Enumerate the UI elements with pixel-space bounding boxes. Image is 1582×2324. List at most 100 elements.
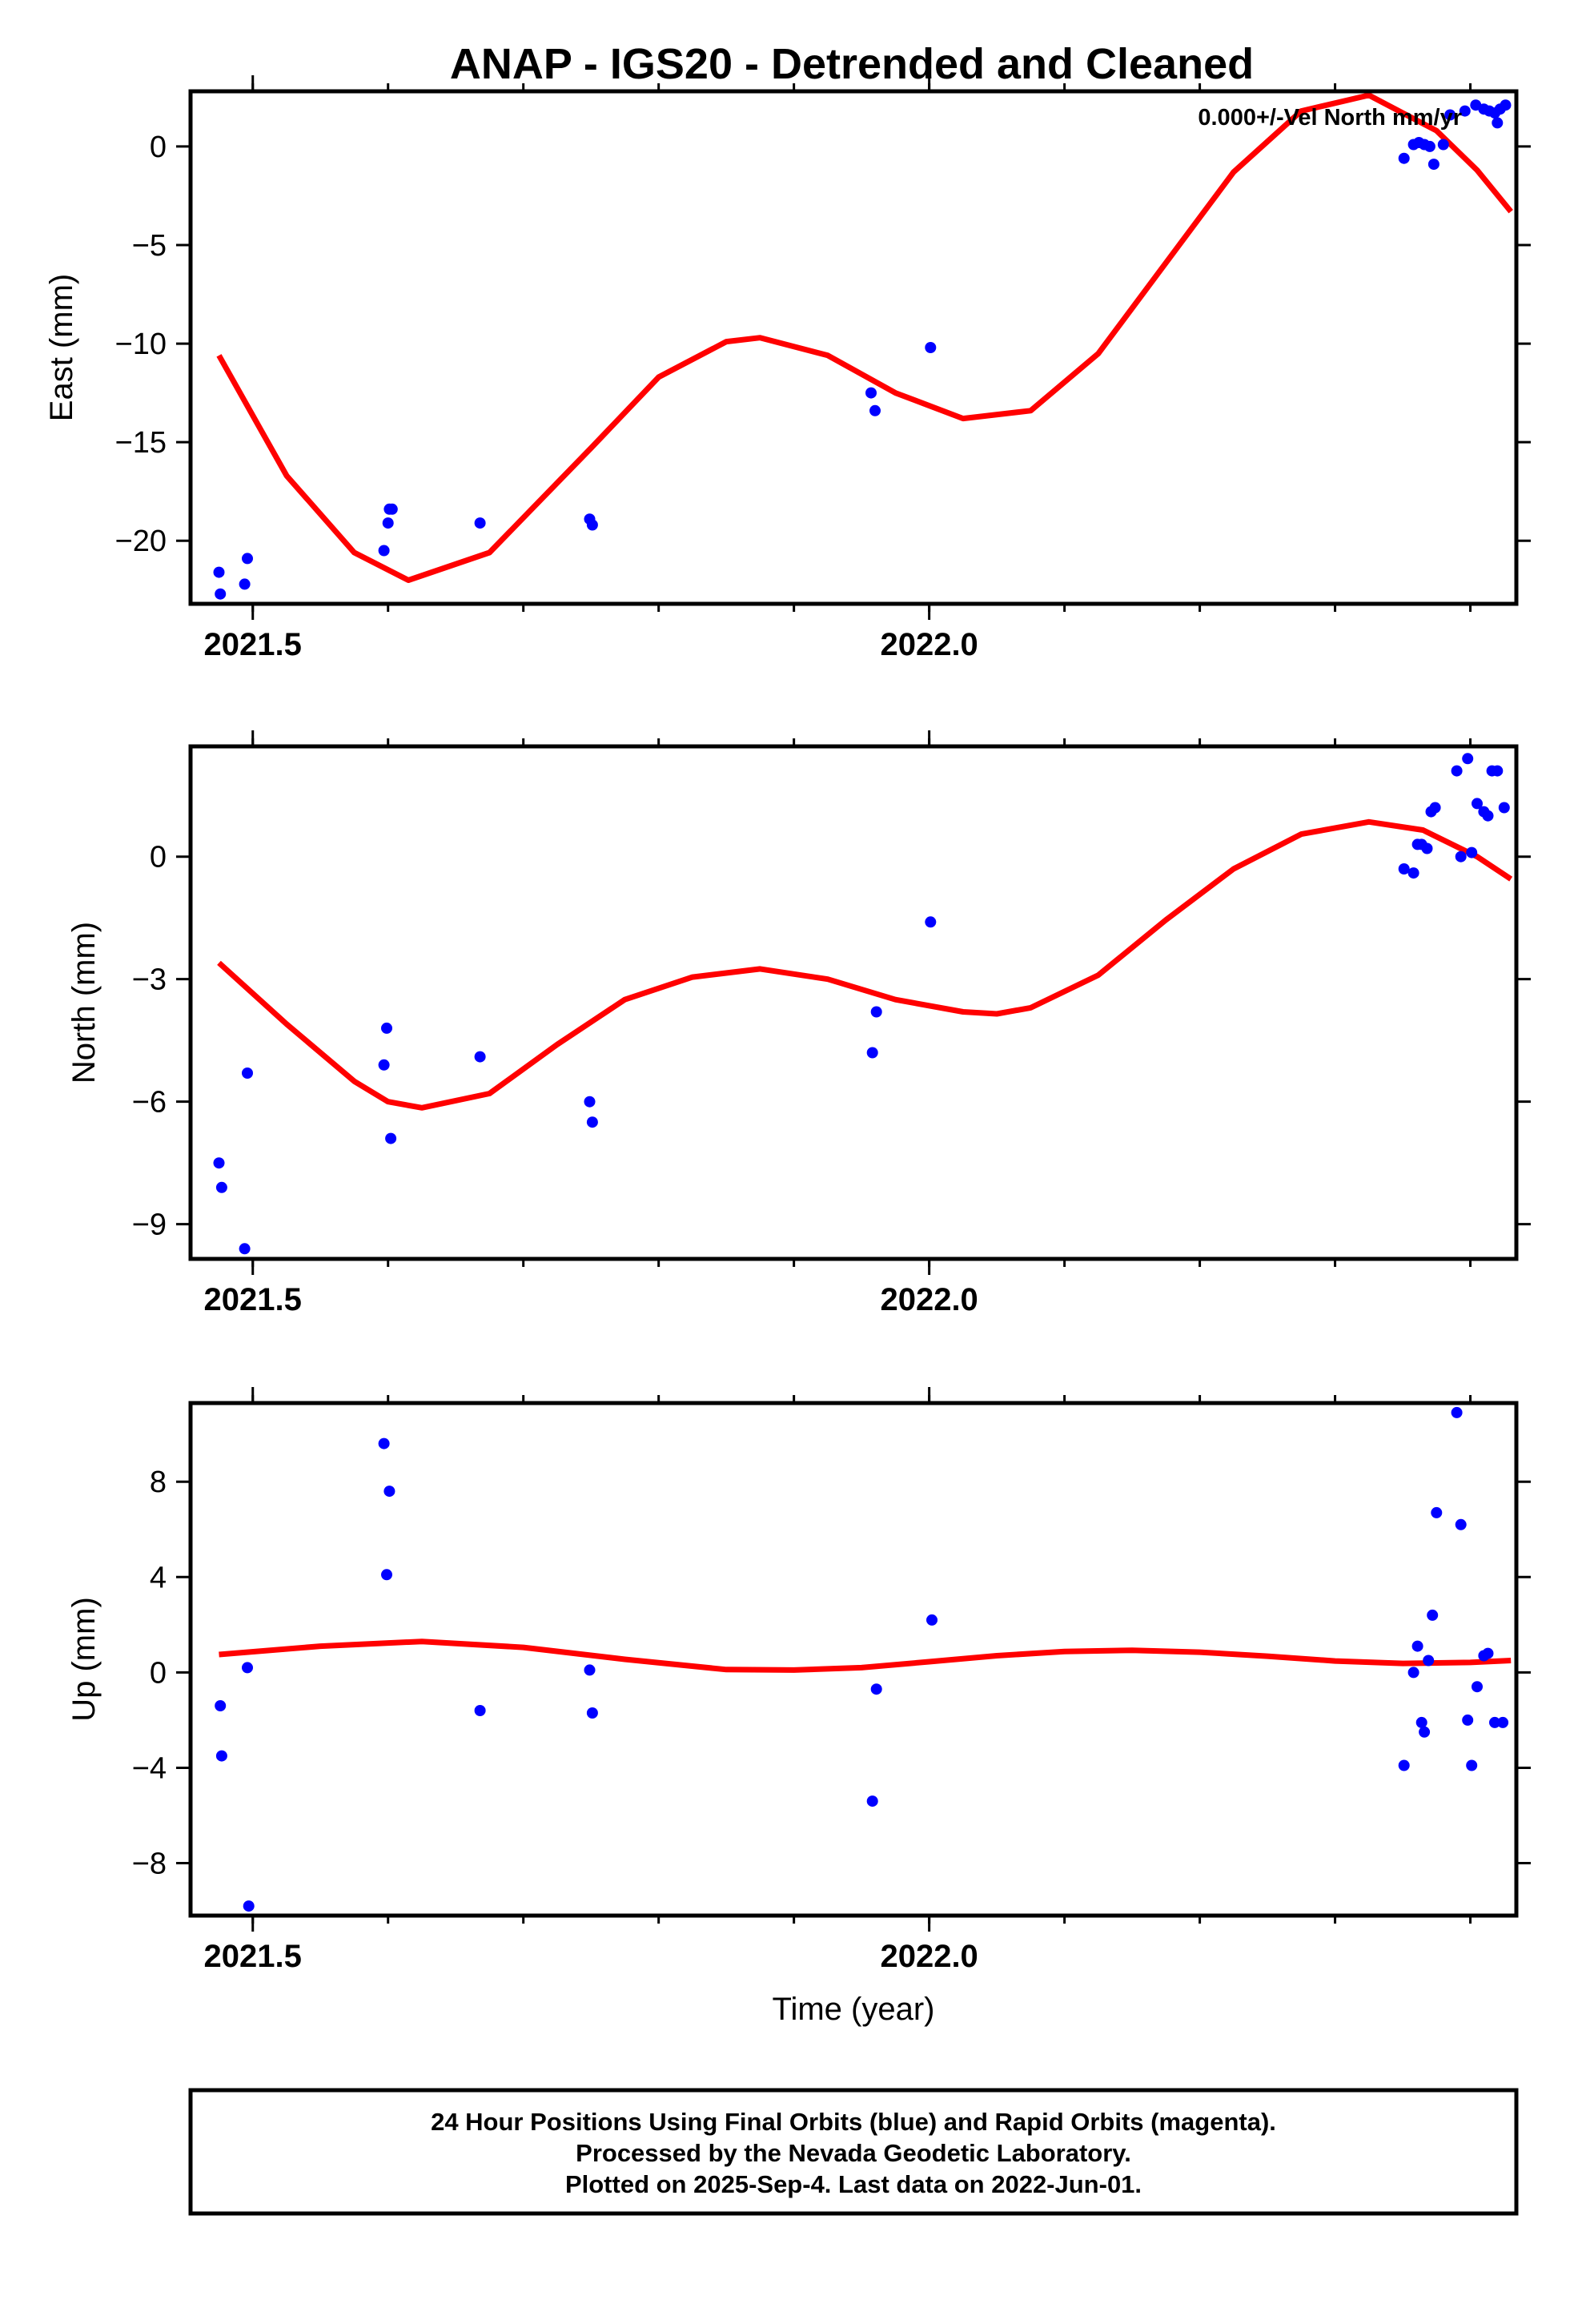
y-tick-label: −6 bbox=[132, 1086, 167, 1120]
data-point bbox=[1466, 1759, 1478, 1771]
data-point bbox=[474, 1705, 486, 1716]
data-point bbox=[1472, 1681, 1483, 1693]
data-point bbox=[1398, 863, 1410, 875]
data-point bbox=[378, 1437, 390, 1449]
data-point bbox=[869, 404, 881, 416]
y-tick-label: −10 bbox=[115, 328, 167, 361]
data-point bbox=[1462, 753, 1474, 765]
data-point bbox=[215, 1181, 227, 1193]
data-point bbox=[215, 588, 227, 600]
y-axis-label: Up (mm) bbox=[66, 1597, 102, 1722]
plot-area bbox=[215, 1406, 1512, 1912]
x-tick-label: 2021.5 bbox=[204, 1282, 302, 1317]
x-tick-label: 2022.0 bbox=[880, 1282, 978, 1317]
data-point bbox=[242, 1662, 253, 1674]
panel-1: 2021.5 2022.0 −20 −15 −10 −5 0 East (mm) 0.000+/… bbox=[44, 75, 1531, 662]
data-point bbox=[1431, 1506, 1443, 1518]
data-point bbox=[215, 1700, 227, 1711]
data-point bbox=[1500, 99, 1512, 111]
data-point bbox=[866, 1047, 878, 1059]
data-point bbox=[926, 1614, 938, 1626]
plot-area bbox=[213, 753, 1513, 1255]
data-point bbox=[1482, 810, 1494, 822]
data-point bbox=[215, 1750, 227, 1762]
x-tick-label: 2021.5 bbox=[204, 627, 302, 662]
footer-line-1: 24 Hour Positions Using Final Orbits (bl… bbox=[431, 2108, 1276, 2136]
y-tick-label: 0 bbox=[150, 131, 167, 164]
data-point bbox=[1419, 1726, 1431, 1738]
data-point bbox=[1455, 850, 1467, 862]
chart-title: ANAP - IGS20 - Detrended and Cleaned bbox=[450, 40, 1254, 88]
y-tick-label: −4 bbox=[132, 1751, 167, 1785]
plot-frame bbox=[188, 89, 1519, 606]
y-tick-label: −3 bbox=[132, 963, 167, 997]
panels: 2021.5 2022.0 −20 −15 −10 −5 0 East (mm) 0.000+/… bbox=[44, 75, 1531, 2027]
plot-frame bbox=[188, 1401, 1519, 1918]
y-axis-label: North (mm) bbox=[66, 922, 102, 1084]
velocity-annotation: 0.000+/-Vel North mm/yr bbox=[1198, 105, 1462, 131]
x-tick-label: 2021.5 bbox=[204, 1939, 302, 1974]
data-point bbox=[213, 566, 225, 578]
data-point bbox=[866, 1795, 878, 1807]
data-point bbox=[1407, 867, 1419, 879]
y-tick-label: 4 bbox=[150, 1561, 167, 1594]
panel-3: 2021.5 2022.0 −8 −4 0 4 8 Up (mm) Time (year) bbox=[66, 1387, 1531, 2027]
footer-box: 24 Hour Positions Using Final Orbits (bl… bbox=[188, 2088, 1519, 2216]
data-point bbox=[1459, 105, 1471, 117]
data-point bbox=[1489, 1716, 1500, 1728]
data-point bbox=[1451, 1406, 1463, 1418]
y-tick-label: −9 bbox=[132, 1208, 167, 1242]
fit-curve bbox=[216, 92, 1513, 583]
data-point bbox=[925, 342, 937, 353]
y-tick-label: 0 bbox=[150, 1656, 167, 1690]
y-axis-label: East (mm) bbox=[44, 274, 79, 421]
footer-line-3: Plotted on 2025-Sep-4. Last data on 2022… bbox=[565, 2170, 1142, 2198]
data-point bbox=[378, 1059, 390, 1071]
data-point bbox=[925, 916, 937, 928]
fit-curve bbox=[217, 818, 1513, 1111]
data-point bbox=[1455, 1518, 1467, 1530]
data-point bbox=[1427, 1609, 1439, 1621]
data-point bbox=[386, 503, 398, 515]
data-point bbox=[1429, 802, 1441, 814]
data-point bbox=[1444, 109, 1456, 121]
data-point bbox=[1498, 802, 1510, 814]
y-tick-label: −8 bbox=[132, 1848, 167, 1881]
data-point bbox=[870, 1683, 882, 1695]
panel-2: 2021.5 2022.0 −9 −6 −3 0 North (mm) bbox=[66, 730, 1531, 1317]
data-point bbox=[1398, 1759, 1410, 1771]
data-point bbox=[1398, 152, 1410, 164]
data-point bbox=[1497, 1716, 1509, 1728]
data-point bbox=[1451, 765, 1463, 777]
data-point bbox=[586, 1707, 598, 1719]
y-tick-label: −5 bbox=[132, 229, 167, 263]
data-point bbox=[213, 1157, 225, 1169]
fit-curve bbox=[219, 1638, 1512, 1673]
data-point bbox=[1423, 1655, 1435, 1667]
data-point bbox=[381, 1022, 392, 1034]
data-point bbox=[1407, 1667, 1419, 1679]
y-tick-label: −15 bbox=[115, 426, 167, 460]
data-point bbox=[239, 1243, 251, 1255]
data-point bbox=[1423, 140, 1435, 152]
data-point bbox=[243, 1900, 255, 1912]
data-point bbox=[378, 545, 390, 557]
data-point bbox=[870, 1006, 882, 1018]
data-point bbox=[1492, 117, 1504, 129]
data-point bbox=[1415, 1716, 1427, 1728]
data-point bbox=[586, 519, 598, 531]
data-point bbox=[242, 1068, 253, 1079]
plot-area bbox=[213, 92, 1513, 600]
data-point bbox=[1462, 1714, 1474, 1726]
data-point bbox=[239, 578, 251, 590]
data-point bbox=[1411, 1640, 1423, 1652]
data-point bbox=[474, 1051, 486, 1063]
data-point bbox=[584, 1664, 596, 1676]
x-axis-label: Time (year) bbox=[773, 1992, 935, 2027]
data-point bbox=[474, 517, 486, 529]
data-point bbox=[1421, 842, 1433, 854]
data-point bbox=[385, 1132, 397, 1144]
data-point bbox=[584, 1096, 596, 1108]
y-tick-label: 8 bbox=[150, 1466, 167, 1499]
